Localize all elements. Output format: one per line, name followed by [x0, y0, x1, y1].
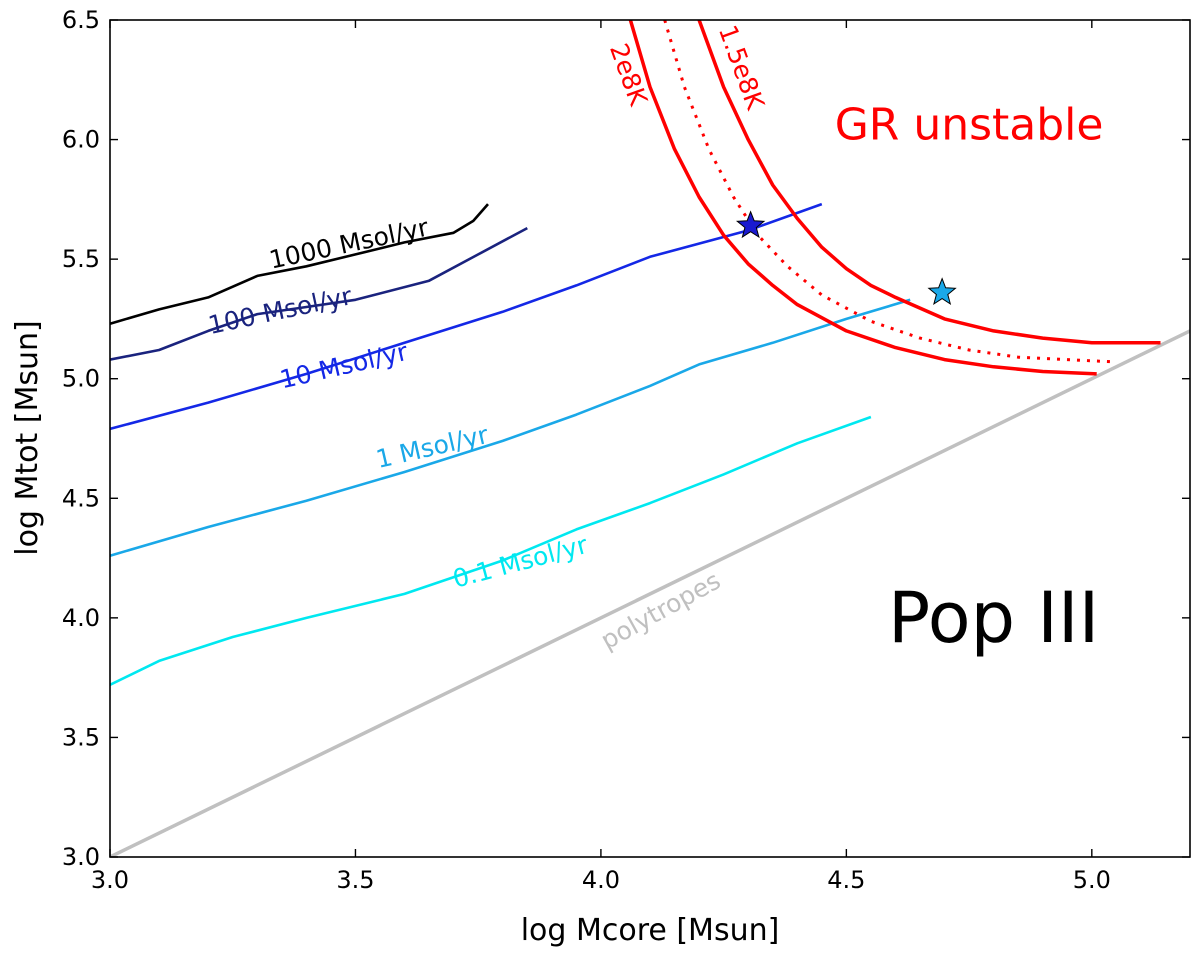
series-line-100-msol-yr [110, 226, 528, 361]
x-tick-label: 3.5 [336, 866, 374, 894]
series-line-10-msol-yr [110, 202, 823, 431]
y-axis-label: log Mtot [Msun] [10, 320, 45, 556]
series-line-1-5e8k [697, 20, 1161, 345]
x-tick-label: 4.0 [582, 866, 620, 894]
y-tick-label: 4.5 [62, 484, 100, 512]
plot-frame [109, 19, 1191, 858]
x-tick-label: 4.5 [827, 866, 865, 894]
annotation-layer: GR unstable Pop III [835, 100, 1104, 659]
y-tick-label: 5.5 [62, 245, 100, 273]
x-axis-label: log Mcore [Msun] [521, 913, 780, 948]
x-tick-label: 5.0 [1073, 866, 1111, 894]
y-tick-label: 4.0 [62, 604, 100, 632]
y-tick-label: 3.0 [62, 843, 100, 871]
series-line-threshold-dotted [663, 20, 1117, 364]
y-tick-label: 6.0 [62, 126, 100, 154]
tick-layer: 3.0 3.5 4.0 4.5 5.0 3.0 3.5 4.0 4.5 5.0 5.5 6.0 6.5 [62, 6, 1190, 894]
x-tick-label: 3.0 [91, 866, 129, 894]
series-line-1000-msol-yr [110, 203, 489, 325]
plot-background [110, 20, 1190, 857]
series-layer [110, 20, 1190, 857]
marker-star-1 [927, 277, 957, 306]
series-line-2e8k [628, 20, 1097, 376]
annotation-gr-unstable: GR unstable [835, 100, 1104, 151]
marker-layer [735, 210, 957, 306]
y-tick-label: 6.5 [62, 6, 100, 34]
y-tick-label: 5.0 [62, 365, 100, 393]
marker-star-10 [735, 210, 766, 239]
annotation-pop-iii: Pop III [888, 577, 1099, 659]
y-tick-label: 3.5 [62, 723, 100, 751]
series-line-polytropes [110, 329, 1190, 857]
series-line-1-msol-yr [110, 298, 911, 557]
series-line-0-1-msol-yr [110, 415, 872, 686]
